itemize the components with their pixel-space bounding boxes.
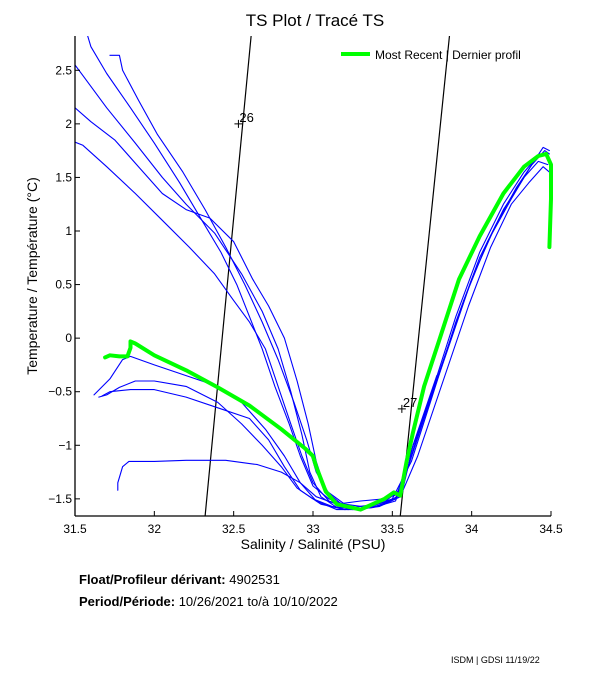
series-historical-5 bbox=[75, 141, 550, 511]
y-tick-label: 1.5 bbox=[55, 170, 72, 184]
series-historical-3 bbox=[75, 64, 550, 511]
series-historical-8 bbox=[101, 389, 397, 511]
series-historical-7 bbox=[98, 380, 401, 511]
float-label: Float/Profileur dérivant: bbox=[79, 572, 226, 587]
series-historical-2 bbox=[109, 54, 550, 511]
x-tick-label: 34.5 bbox=[539, 522, 563, 536]
y-axis-label: Temperature / Température (°C) bbox=[24, 177, 40, 375]
credit-stamp: ISDM | GDSI 11/19/22 bbox=[451, 655, 540, 665]
legend-label-recent: Most Recent | Dernier profil bbox=[375, 48, 521, 62]
series-historical-9 bbox=[117, 459, 401, 505]
x-tick-label: 32 bbox=[148, 522, 162, 536]
y-tick-label: −1 bbox=[58, 438, 72, 452]
isopycnal-line-27 bbox=[399, 36, 451, 516]
isopycnal-marker-26 bbox=[234, 119, 243, 128]
series-historical-1 bbox=[87, 36, 549, 508]
x-tick-label: 32.5 bbox=[222, 522, 246, 536]
isopycnal-label-27: 27 bbox=[403, 395, 417, 410]
isopycnal-label-26: 26 bbox=[239, 110, 253, 125]
y-tick-label: 2.5 bbox=[55, 63, 72, 77]
period-info: Period/Période: 10/26/2021 to/à 10/10/20… bbox=[79, 594, 338, 609]
series-historical-4 bbox=[75, 107, 549, 508]
x-tick-label: 33 bbox=[306, 522, 320, 536]
series-most-recent bbox=[103, 151, 553, 512]
y-tick-label: −1.5 bbox=[48, 492, 72, 506]
period-end: 10/10/2022 bbox=[272, 594, 338, 609]
isopycnal-marker-27 bbox=[397, 404, 406, 413]
y-tick-label: −0.5 bbox=[48, 385, 72, 399]
y-tick-label: 2 bbox=[65, 117, 72, 131]
period-label: Period/Période: bbox=[79, 594, 176, 609]
float-info: Float/Profileur dérivant: 4902531 bbox=[79, 572, 280, 587]
y-tick-label: 0 bbox=[65, 331, 72, 345]
x-tick-label: 33.5 bbox=[381, 522, 405, 536]
x-tick-label: 31.5 bbox=[63, 522, 87, 536]
period-start: 10/26/2021 bbox=[178, 594, 244, 609]
y-tick-label: 0.5 bbox=[55, 278, 72, 292]
y-tick-label: 1 bbox=[65, 224, 72, 238]
float-id: 4902531 bbox=[229, 572, 280, 587]
series-historical-6 bbox=[93, 355, 438, 511]
x-tick-label: 34 bbox=[465, 522, 479, 536]
isopycnal-line-26 bbox=[204, 36, 252, 516]
period-separator: to/à bbox=[247, 594, 270, 609]
x-axis-label: Salinity / Salinité (PSU) bbox=[241, 536, 386, 552]
legend: Most Recent | Dernier profil bbox=[341, 48, 521, 62]
chart-title: TS Plot / Tracé TS bbox=[246, 11, 385, 30]
